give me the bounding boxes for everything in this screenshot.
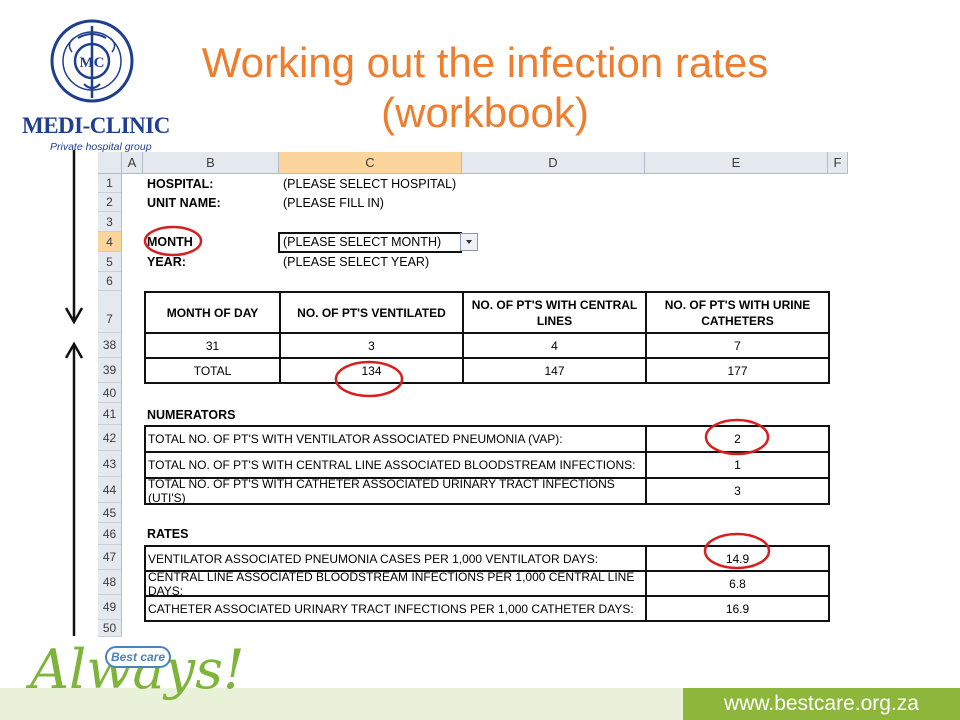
row-header-48[interactable]: 48 [98,570,122,595]
total-ventilated[interactable]: 134 [279,357,464,384]
numerator-label-clabsi: TOTAL NO. OF PT'S WITH CENTRAL LINE ASSO… [144,451,647,479]
row-header-49[interactable]: 49 [98,595,122,620]
table-cell[interactable]: 31 [144,332,281,359]
table-cell[interactable]: 3 [279,332,464,359]
row-header-44[interactable]: 44 [98,477,122,503]
row-header-41[interactable]: 41 [98,403,122,425]
column-header-c[interactable]: C [279,152,462,174]
svg-text:MC: MC [80,55,105,71]
total-urine-catheters[interactable]: 177 [645,357,830,384]
row-header-40[interactable]: 40 [98,383,122,403]
rate-label-vap: VENTILATOR ASSOCIATED PNEUMONIA CASES PE… [144,545,647,572]
select-all-corner[interactable] [98,152,122,174]
year-select[interactable]: (PLEASE SELECT YEAR) [283,255,430,269]
hospital-label: HOSPITAL: [147,177,214,191]
total-central-lines[interactable]: 147 [462,357,647,384]
table-header-month-of-day: MONTH OF DAY [144,291,281,334]
rate-label-clabsi: CENTRAL LINE ASSOCIATED BLOODSTREAM INFE… [144,570,647,598]
row-header-50[interactable]: 50 [98,620,122,637]
numerator-label-vap: TOTAL NO. OF PT'S WITH VENTILATOR ASSOCI… [144,425,647,453]
row-header-39[interactable]: 39 [98,358,122,383]
row-header-45[interactable]: 45 [98,503,122,523]
row-header-38[interactable]: 38 [98,333,122,358]
up-arrow-icon [64,341,84,636]
numerator-value-uti[interactable]: 3 [645,477,830,505]
row-header-2[interactable]: 2 [98,193,122,212]
hospital-select[interactable]: (PLEASE SELECT HOSPITAL) [283,177,457,191]
numerator-label-uti: TOTAL NO. OF PT'S WITH CATHETER ASSOCIAT… [144,477,647,505]
rate-value-clabsi[interactable]: 6.8 [645,570,830,597]
row-header-7[interactable]: 7 [98,291,122,333]
column-header-b[interactable]: B [143,152,279,174]
table-cell[interactable]: 4 [462,332,647,359]
row-header-5[interactable]: 5 [98,252,122,272]
total-label: TOTAL [144,357,281,384]
row-header-47[interactable]: 47 [98,545,122,570]
table-header-central-lines: NO. OF PT'S WITH CENTRAL LINES [462,291,647,334]
numerator-value-vap[interactable]: 2 [645,425,830,453]
column-header-d[interactable]: D [462,152,645,174]
row-header-6[interactable]: 6 [98,272,122,291]
medi-clinic-seal-icon: MC [50,19,134,103]
numerators-heading: NUMERATORS [147,408,236,422]
down-arrow-icon [64,150,84,325]
table-cell[interactable]: 7 [645,332,830,359]
bestcare-badge: Best care [105,646,171,668]
rate-value-uti[interactable]: 16.9 [645,595,830,622]
column-header-f[interactable]: F [828,152,848,174]
logo-tagline: Private hospital group [50,141,152,153]
row-header-42[interactable]: 42 [98,425,122,451]
unit-name-input[interactable]: (PLEASE FILL IN) [283,196,384,210]
logo-name: MEDI-CLINIC [22,113,170,138]
month-label: MONTH [147,235,193,249]
row-header-4[interactable]: 4 [98,232,122,252]
row-header-46[interactable]: 46 [98,523,122,545]
month-select[interactable]: (PLEASE SELECT MONTH) [283,235,442,249]
column-header-a[interactable]: A [122,152,143,174]
unit-name-label: UNIT NAME: [147,196,221,210]
footer-url-link[interactable]: www.bestcare.org.za [683,688,960,720]
row-header-1[interactable]: 1 [98,174,122,193]
row-header-43[interactable]: 43 [98,451,122,477]
page-title: Working out the infection rates (workboo… [150,38,820,138]
rate-value-vap[interactable]: 14.9 [645,545,830,572]
row-header-3[interactable]: 3 [98,212,122,232]
title-line-2: (workbook) [381,89,589,136]
table-header-ventilated: NO. OF PT'S VENTILATED [279,291,464,334]
chevron-down-icon [466,240,472,244]
title-line-1: Working out the infection rates [201,39,769,86]
rate-label-uti: CATHETER ASSOCIATED URINARY TRACT INFECT… [144,595,647,622]
rates-heading: RATES [147,527,189,541]
year-label: YEAR: [147,255,186,269]
table-header-urine-catheters: NO. OF PT'S WITH URINE CATHETERS [645,291,830,334]
numerator-value-clabsi[interactable]: 1 [645,451,830,479]
spreadsheet[interactable]: A B C D E F 1 2 3 4 5 6 7 38 39 40 41 42… [98,152,848,637]
month-dropdown-button[interactable] [460,233,478,251]
medi-clinic-logo: MC MEDI-CLINIC Private hospital group [8,8,183,153]
column-header-e[interactable]: E [645,152,828,174]
